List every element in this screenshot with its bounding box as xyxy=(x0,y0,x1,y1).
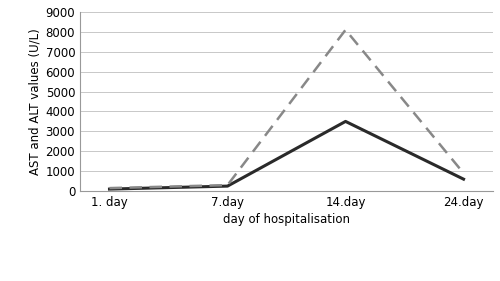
X-axis label: day of hospitalisation: day of hospitalisation xyxy=(223,213,350,226)
Y-axis label: AST and ALT values (U/L): AST and ALT values (U/L) xyxy=(28,28,42,175)
Legend: AST, ALT: AST, ALT xyxy=(216,278,357,281)
